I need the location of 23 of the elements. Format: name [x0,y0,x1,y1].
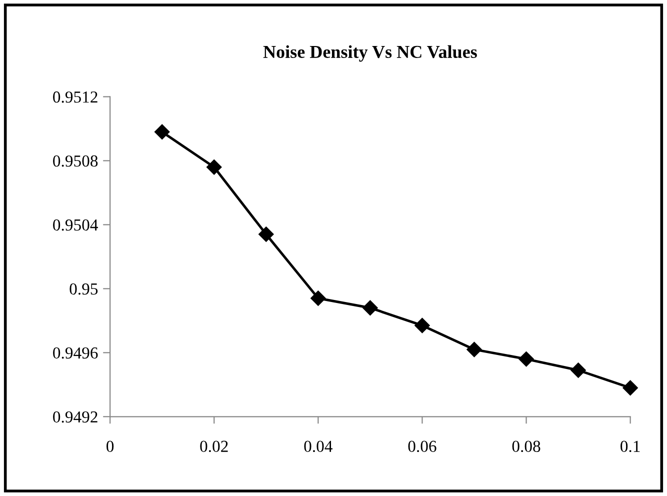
point [154,124,170,140]
point [414,318,430,334]
point [466,342,482,358]
y-tick-label: 0.9508 [53,155,98,167]
y-tick-label: 0.95 [70,283,98,295]
x-tick-label: 0.06 [408,440,436,452]
x-tick-label: 0 [106,440,114,452]
point [622,380,638,396]
point [206,160,222,175]
point [518,351,534,367]
y-tick-label: 0.9504 [53,219,98,231]
x-tick-label: 0.1 [620,440,640,452]
x-tick-label: 0.02 [200,440,228,452]
point [362,300,378,316]
point [310,290,326,306]
point [570,362,586,378]
y-tick-label: 0.9496 [53,347,98,359]
x-tick-label: 0.08 [512,440,540,452]
x-tick-label: 0.04 [304,440,332,452]
point [258,226,274,242]
y-tick-label: 0.9512 [53,91,98,103]
y-tick-label: 0.9492 [53,411,98,423]
chart-title: Noise Density Vs NC Values [263,45,477,62]
